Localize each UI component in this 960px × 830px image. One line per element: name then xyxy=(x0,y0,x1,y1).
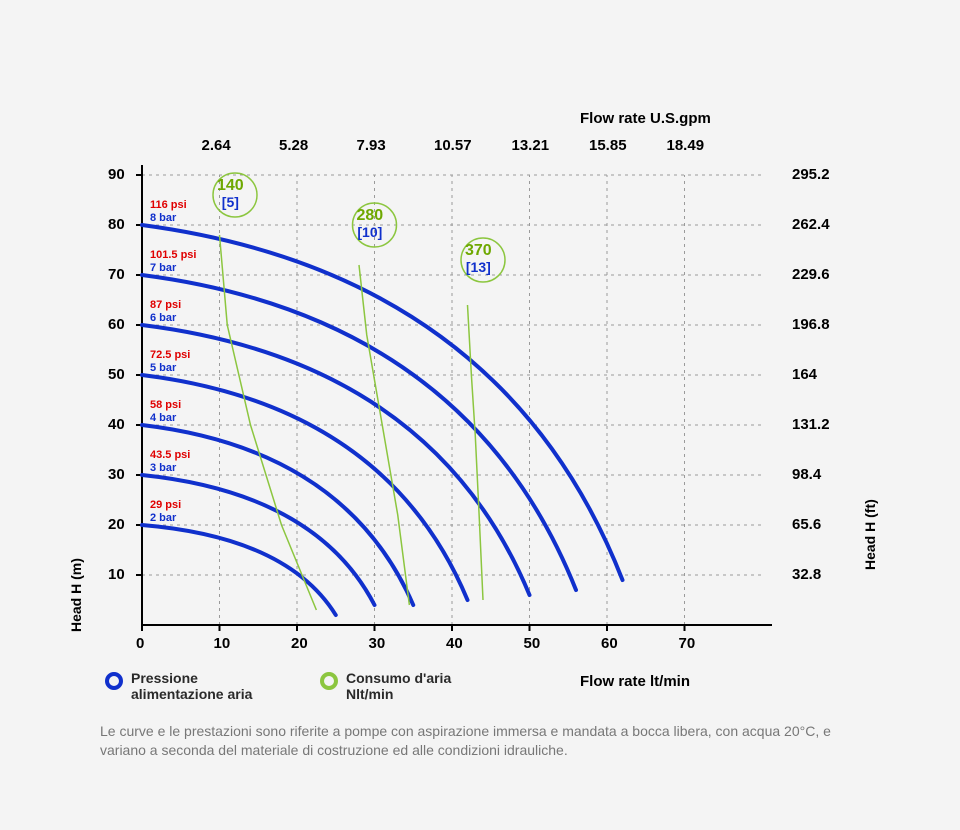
legend-pressure-icon xyxy=(105,672,123,690)
y-right-tick: 32.8 xyxy=(792,566,821,583)
air-balloon-label: 370[13] xyxy=(465,243,492,274)
legend-pressure-label: Pressione alimentazione aria xyxy=(131,670,252,702)
pressure-bar-label: 4 bar xyxy=(150,412,176,424)
pressure-psi-label: 116 psi xyxy=(150,199,187,211)
pressure-psi-label: 72.5 psi xyxy=(150,349,190,361)
y-axis-label-right: Head H (ft) xyxy=(862,499,878,570)
legend-air-line2: Nlt/min xyxy=(346,686,393,702)
x-axis-label-bottom: Flow rate lt/min xyxy=(580,673,690,690)
pressure-bar-label: 2 bar xyxy=(150,512,176,524)
x-top-tick: 15.85 xyxy=(589,137,627,154)
x-bottom-tick: 70 xyxy=(679,635,696,652)
pressure-psi-label: 101.5 psi xyxy=(150,249,196,261)
pressure-bar-label: 6 bar xyxy=(150,312,176,324)
x-top-tick: 5.28 xyxy=(279,137,308,154)
pressure-psi-label: 58 psi xyxy=(150,399,181,411)
x-top-tick: 13.21 xyxy=(512,137,550,154)
x-bottom-tick: 50 xyxy=(524,635,541,652)
legend-pressure: Pressione alimentazione aria xyxy=(105,670,252,702)
y-left-tick: 50 xyxy=(108,366,125,383)
y-right-tick: 65.6 xyxy=(792,516,821,533)
legend-air: Consumo d'aria Nlt/min xyxy=(320,670,451,702)
x-top-tick: 10.57 xyxy=(434,137,472,154)
y-left-tick: 60 xyxy=(108,316,125,333)
pressure-bar-label: 7 bar xyxy=(150,262,176,274)
x-top-tick: 7.93 xyxy=(357,137,386,154)
y-right-tick: 229.6 xyxy=(792,266,830,283)
footnote: Le curve e le prestazioni sono riferite … xyxy=(100,722,860,760)
pressure-bar-label: 5 bar xyxy=(150,362,176,374)
x-bottom-tick: 30 xyxy=(369,635,386,652)
y-axis-label-left: Head H (m) xyxy=(68,558,84,632)
y-left-tick: 40 xyxy=(108,416,125,433)
y-right-tick: 131.2 xyxy=(792,416,830,433)
x-bottom-tick: 10 xyxy=(214,635,231,652)
y-left-tick: 70 xyxy=(108,266,125,283)
x-bottom-tick: 20 xyxy=(291,635,308,652)
y-left-tick: 20 xyxy=(108,516,125,533)
y-right-tick: 164 xyxy=(792,366,817,383)
chart xyxy=(92,105,812,665)
y-right-tick: 196.8 xyxy=(792,316,830,333)
pressure-psi-label: 87 psi xyxy=(150,299,181,311)
legend-air-icon xyxy=(320,672,338,690)
pressure-psi-label: 43.5 psi xyxy=(150,449,190,461)
legend-air-label: Consumo d'aria Nlt/min xyxy=(346,670,451,702)
air-balloon-label: 140[5] xyxy=(217,178,244,209)
y-right-tick: 262.4 xyxy=(792,216,830,233)
x-top-tick: 18.49 xyxy=(667,137,705,154)
y-right-tick: 295.2 xyxy=(792,166,830,183)
legend-air-line1: Consumo d'aria xyxy=(346,670,451,686)
legend-pressure-line1: Pressione xyxy=(131,670,198,686)
pressure-bar-label: 3 bar xyxy=(150,462,176,474)
y-left-tick: 30 xyxy=(108,466,125,483)
y-right-tick: 98.4 xyxy=(792,466,821,483)
y-left-tick: 10 xyxy=(108,566,125,583)
x-top-tick: 2.64 xyxy=(202,137,231,154)
plot-svg xyxy=(92,105,812,665)
x-bottom-tick: 40 xyxy=(446,635,463,652)
pressure-bar-label: 8 bar xyxy=(150,212,176,224)
y-left-tick: 90 xyxy=(108,166,125,183)
y-left-tick: 80 xyxy=(108,216,125,233)
legend-pressure-line2: alimentazione aria xyxy=(131,686,252,702)
air-balloon-label: 280[10] xyxy=(357,208,384,239)
x-bottom-tick: 0 xyxy=(136,635,144,652)
x-bottom-tick: 60 xyxy=(601,635,618,652)
pressure-psi-label: 29 psi xyxy=(150,499,181,511)
